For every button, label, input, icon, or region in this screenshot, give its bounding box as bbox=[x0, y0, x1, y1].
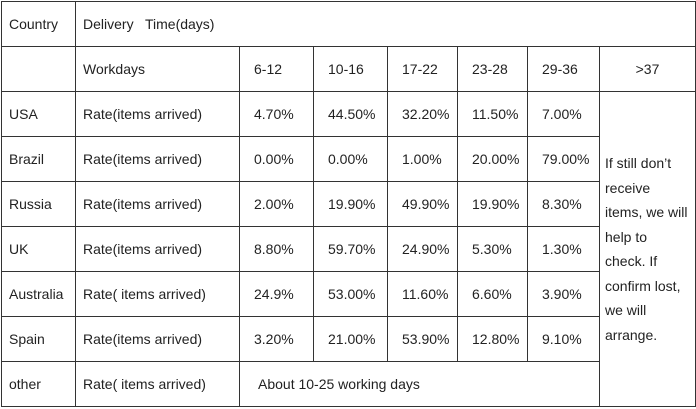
rate-cell: 4.70% bbox=[239, 91, 314, 137]
rate-cell: 1.00% bbox=[387, 136, 458, 182]
rate-cell: 3.20% bbox=[239, 316, 314, 362]
country-cell: Spain bbox=[1, 316, 76, 362]
subheader-row: Workdays 6-12 10-16 17-22 23-28 29-36 >37 bbox=[1, 46, 696, 92]
rate-cell: 11.50% bbox=[457, 91, 528, 137]
rate-cell: 3.90% bbox=[527, 271, 600, 317]
empty-cell bbox=[1, 46, 76, 92]
subheader-cell: 17-22 bbox=[387, 46, 458, 92]
country-cell: Brazil bbox=[1, 136, 76, 182]
country-cell: UK bbox=[1, 226, 76, 272]
subheader-cell: 10-16 bbox=[313, 46, 388, 92]
rate-cell: 24.9% bbox=[239, 271, 314, 317]
subheader-cell: 6-12 bbox=[239, 46, 314, 92]
rate-cell: 12.80% bbox=[457, 316, 528, 362]
rate-cell: 0.00% bbox=[313, 136, 388, 182]
rate-cell: 20.00% bbox=[457, 136, 528, 182]
note-line: receive bbox=[605, 179, 651, 196]
rate-cell: 9.10% bbox=[527, 316, 600, 362]
data-row: Brazil Rate(items arrived) 0.00% 0.00% 1.00%… bbox=[1, 136, 696, 182]
label-cell: Rate(items arrived) bbox=[75, 136, 240, 182]
rate-cell: 44.50% bbox=[313, 91, 388, 137]
data-row: UK Rate(items arrived) 8.80% 59.70% 24.90% 5.… bbox=[1, 226, 696, 272]
note-line: we will bbox=[605, 302, 647, 318]
data-row: Spain Rate(items arrived) 3.20% 21.00% 53.90… bbox=[1, 316, 696, 362]
other-note-cell: About 10-25 working days bbox=[239, 361, 600, 407]
label-cell: Rate(items arrived) bbox=[75, 226, 240, 272]
rate-cell: 0.00% bbox=[239, 136, 314, 182]
label-cell: Rate(items arrived) bbox=[75, 181, 240, 227]
rate-cell: 6.60% bbox=[457, 271, 528, 317]
data-row: Russia Rate(items arrived) 2.00% 19.90% 49.9… bbox=[1, 181, 696, 227]
note-line: If still don’t bbox=[605, 155, 672, 171]
rate-cell: 49.90% bbox=[387, 181, 458, 227]
rate-cell: 53.90% bbox=[387, 316, 458, 362]
subheader-cell: Workdays bbox=[75, 46, 240, 92]
country-cell: Australia bbox=[1, 271, 76, 317]
note-line: arrange. bbox=[605, 326, 658, 343]
rate-cell: 24.90% bbox=[387, 226, 458, 272]
note-line: items, we will bbox=[605, 204, 688, 220]
data-row: USA Rate(items arrived) 4.70% 44.50% 32.20% 1… bbox=[1, 91, 696, 407]
rate-cell: 79.00% bbox=[527, 136, 600, 182]
rate-cell: 11.60% bbox=[387, 271, 458, 317]
note-cell: If still don’t receive items, we will help … bbox=[598, 91, 696, 407]
label-cell: Rate( items arrived) bbox=[75, 271, 240, 317]
label-cell: Rate(items arrived) bbox=[75, 316, 240, 362]
header-row: Country Delivery Time(days) bbox=[1, 1, 696, 47]
country-cell: other bbox=[1, 361, 76, 407]
other-row: other Rate( items arrived) About 10-25 wor… bbox=[1, 361, 696, 407]
rate-cell: 8.80% bbox=[239, 226, 314, 272]
label-cell: Rate( items arrived) bbox=[75, 361, 240, 407]
rate-cell: 32.20% bbox=[387, 91, 458, 137]
country-cell: USA bbox=[1, 91, 76, 137]
country-cell: Russia bbox=[1, 181, 76, 227]
rate-cell: 8.30% bbox=[527, 181, 600, 227]
note-line: help to bbox=[605, 228, 648, 245]
rate-cell: 7.00% bbox=[527, 91, 600, 137]
rate-cell: 2.00% bbox=[239, 181, 314, 227]
rate-cell: 53.00% bbox=[313, 271, 388, 317]
rate-cell: 21.00% bbox=[313, 316, 388, 362]
subheader-cell: 23-28 bbox=[457, 46, 528, 92]
note-line: check. If bbox=[605, 253, 658, 269]
rate-cell: 1.30% bbox=[527, 226, 600, 272]
data-row: Australia Rate( items arrived) 24.9% 53.00%… bbox=[1, 271, 696, 317]
label-cell: Rate(items arrived) bbox=[75, 91, 240, 137]
subheader-cell: 29-36 bbox=[527, 46, 600, 92]
rate-cell: 19.90% bbox=[457, 181, 528, 227]
rate-cell: 19.90% bbox=[313, 181, 388, 227]
rate-cell: 59.70% bbox=[313, 226, 388, 272]
note-line: confirm lost, bbox=[605, 277, 681, 294]
header-cell: Delivery Time(days) bbox=[74, 1, 696, 47]
subheader-cell: >37 bbox=[598, 46, 696, 92]
header-cell: Country bbox=[1, 1, 76, 47]
rate-cell: 5.30% bbox=[457, 226, 528, 272]
